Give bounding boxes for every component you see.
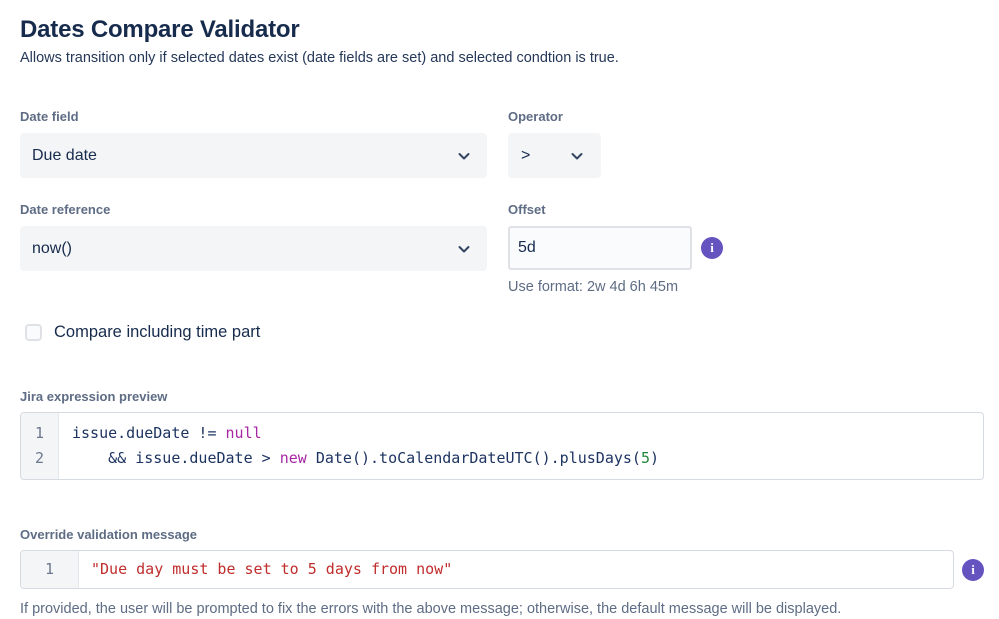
expression-code: issue.dueDate != null && issue.dueDate >…	[59, 413, 983, 479]
chevron-down-icon	[569, 148, 585, 164]
line-number: 1	[44, 560, 55, 578]
line-number-gutter: 1 2	[21, 413, 59, 479]
time-part-checkbox-label: Compare including time part	[54, 323, 261, 341]
date-reference-selected-value: now()	[32, 239, 73, 257]
date-field-label: Date field	[20, 109, 79, 124]
override-message-code: "Due day must be set to 5 days from now"	[79, 551, 953, 588]
operator-label: Operator	[508, 109, 563, 124]
chevron-down-icon	[456, 241, 472, 257]
expression-preview-label: Jira expression preview	[20, 389, 168, 404]
time-part-checkbox-row[interactable]: Compare including time part	[25, 323, 260, 342]
date-field-selected-value: Due date	[32, 146, 97, 164]
chevron-down-icon	[456, 148, 472, 164]
code-line: "Due day must be set to 5 days from now"	[91, 560, 453, 578]
form-row-reference-offset: Date reference now() Offset i Use format…	[20, 202, 984, 295]
operator-group: Operator >	[508, 109, 984, 178]
override-message-label: Override validation message	[20, 527, 198, 542]
date-reference-select[interactable]: now()	[20, 226, 487, 271]
offset-input-row: i	[508, 226, 984, 270]
line-number: 1	[34, 424, 45, 442]
override-message-row: 1 "Due day must be set to 5 days from no…	[20, 550, 984, 589]
operator-selected-value: >	[521, 146, 531, 164]
offset-group: Offset i Use format: 2w 4d 6h 45m	[508, 202, 984, 295]
date-field-group: Date field Due date	[20, 109, 487, 178]
line-number: 2	[34, 449, 45, 467]
time-part-checkbox[interactable]	[25, 324, 42, 341]
offset-label: Offset	[508, 202, 546, 217]
offset-format-hint: Use format: 2w 4d 6h 45m	[508, 279, 679, 295]
override-message-editor[interactable]: 1 "Due day must be set to 5 days from no…	[20, 550, 954, 589]
info-icon[interactable]: i	[962, 558, 984, 581]
line-number-gutter: 1	[21, 551, 79, 588]
form-row-field-operator: Date field Due date Operator >	[20, 109, 984, 178]
info-icon[interactable]: i	[701, 237, 723, 259]
override-message-section: Override validation message 1 "Due day m…	[20, 527, 984, 617]
expression-preview-section: Jira expression preview 1 2 issue.dueDat…	[20, 389, 984, 480]
page-title: Dates Compare Validator	[20, 16, 300, 43]
expression-preview-editor[interactable]: 1 2 issue.dueDate != null && issue.dueDa…	[20, 412, 984, 480]
code-line: && issue.dueDate > new Date().toCalendar…	[72, 449, 660, 467]
operator-select[interactable]: >	[508, 133, 601, 178]
date-reference-label: Date reference	[20, 202, 111, 217]
date-field-select[interactable]: Due date	[20, 133, 487, 178]
override-message-hint: If provided, the user will be prompted t…	[20, 601, 842, 617]
code-line: issue.dueDate != null	[72, 424, 262, 442]
page-subtitle: Allows transition only if selected dates…	[20, 50, 619, 66]
validator-form: Date field Due date Operator >	[20, 109, 984, 617]
date-reference-group: Date reference now()	[20, 202, 487, 295]
offset-input[interactable]	[508, 226, 692, 270]
